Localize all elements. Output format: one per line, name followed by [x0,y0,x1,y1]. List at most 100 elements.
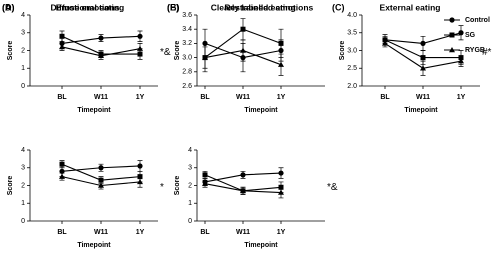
chart-title: External eating [380,2,441,12]
y-tick-label: 4 [21,147,25,154]
point [98,165,104,171]
point [137,178,143,185]
x-tick-label: W11 [236,229,250,236]
point [59,33,65,39]
point [449,17,455,23]
point [59,173,65,179]
y-tick-label: 3.6 [182,12,192,19]
y-tick-label: 1 [188,200,192,207]
point [202,180,208,186]
y-axis-label: Score [7,176,14,196]
y-tick-label: 0 [21,83,25,90]
x-tick-label: BL [380,94,390,101]
y-tick-label: 1 [21,65,25,72]
point [449,47,455,53]
point [458,30,464,36]
panel-label: (D) [2,2,15,12]
y-tick-label: 3 [21,30,25,37]
legend-label: RYGB [465,47,485,54]
point [420,65,426,71]
y-tick-label: 2.5 [347,65,357,72]
x-tick-label: 1Y [277,94,286,101]
panel-label: (E) [167,2,179,12]
chart-title: Diffuse emotions [51,2,120,12]
annotation: *& [160,47,171,58]
x-tick-label: W11 [416,94,430,101]
y-axis-label: Score [7,41,14,61]
x-tick-label: BL [57,94,67,101]
x-axis-label: Timepoint [77,107,111,114]
panel: (D) Diffuse emotions 0 1 2 3 4 BL W11 1Y Timepoint… [2,2,164,249]
point [458,58,464,64]
y-tick-label: 2.6 [182,83,192,90]
point [278,40,284,46]
annotation: #* [482,47,492,58]
point [240,172,246,178]
y-tick-label: 3.4 [182,26,192,33]
chart-title: Clearly labelled emotions [211,2,314,12]
y-tick-label: 0 [188,218,192,225]
y-tick-label: 2 [21,47,25,54]
y-tick-label: 0 [21,218,25,225]
point [59,168,65,174]
point [59,161,65,167]
point [278,61,284,67]
point [449,32,455,38]
y-tick-label: 3.0 [182,54,192,61]
legend-label: SG [465,32,476,39]
y-tick-label: 4.0 [347,12,357,19]
point [278,170,284,176]
x-axis-label: Timepoint [77,242,111,249]
point [137,45,143,51]
panel-label: (A) [2,2,15,12]
y-tick-label: 2 [188,182,192,189]
panel: (C) External eating 2.0 2.5 3.0 3.5 4.0 BL W11 1Y… [332,2,492,114]
annotation: * [160,182,164,193]
panel: (A) Emotional eating 0 1 2 3 4 BL W11 1Y Timepoint… [2,2,171,114]
point [240,187,246,194]
point [59,43,65,50]
point [382,40,388,46]
x-tick-label: 1Y [457,94,466,101]
y-tick-label: 2.8 [182,69,192,76]
x-tick-label: BL [200,229,210,236]
chart-title: Restrained eating [224,2,295,12]
y-tick-label: 4 [188,147,192,154]
y-tick-label: 2 [21,182,25,189]
y-axis-label: Score [174,176,181,196]
y-tick-label: 1 [21,200,25,207]
y-tick-label: 3.5 [347,30,357,37]
panel: (E) Clearly labelled emotions 0 1 2 3 4 BL W11 1Y… [167,2,338,249]
panel-label: (B) [167,2,180,12]
legend-label: Control [465,17,490,24]
x-axis-label: Timepoint [244,242,278,249]
x-tick-label: W11 [94,94,108,101]
chart-title: Emotional eating [56,2,124,12]
panel: (B) Restrained eating 2.6 2.8 3.0 3.2 3.4 3.6 BL… [167,2,325,114]
y-tick-label: 3 [21,165,25,172]
point [98,177,104,183]
x-axis-label: Timepoint [404,107,438,114]
point [137,33,143,39]
panel-label: (C) [332,2,345,12]
y-axis-label: Score [339,41,346,61]
x-tick-label: BL [57,229,67,236]
point [98,52,104,59]
y-tick-label: 2.0 [347,83,357,90]
x-tick-label: 1Y [277,229,286,236]
y-tick-label: 3.0 [347,47,357,54]
point [240,26,246,32]
x-tick-label: W11 [236,94,250,101]
point [420,40,426,47]
point [278,189,284,195]
point [202,54,208,60]
y-axis-label: Score [174,41,181,61]
point [202,172,208,178]
x-tick-label: W11 [94,229,108,236]
x-tick-label: 1Y [136,229,145,236]
annotation: *& [327,182,338,193]
x-tick-label: BL [200,94,210,101]
point [98,182,104,188]
point [98,35,104,41]
